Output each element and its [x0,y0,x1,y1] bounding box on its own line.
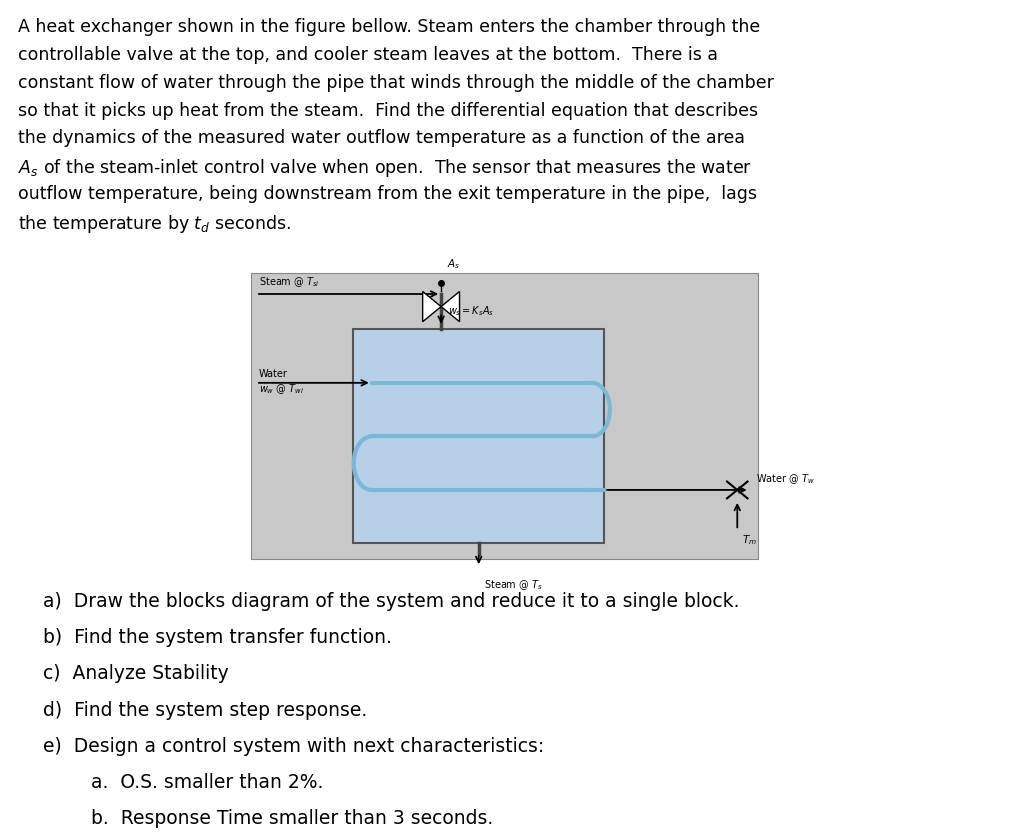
Text: Water: Water [259,369,288,379]
Polygon shape [423,291,441,322]
Text: Steam @ $T_s$: Steam @ $T_s$ [483,578,543,591]
Text: a)  Draw the blocks diagram of the system and reduce it to a single block.: a) Draw the blocks diagram of the system… [43,592,739,612]
Text: $A_s$: $A_s$ [447,258,461,271]
Text: e)  Design a control system with next characteristics:: e) Design a control system with next cha… [43,737,545,756]
Text: the temperature by $t_d$ seconds.: the temperature by $t_d$ seconds. [18,213,292,234]
Text: Steam @ $T_{si}$: Steam @ $T_{si}$ [259,276,319,289]
Text: b)  Find the system transfer function.: b) Find the system transfer function. [43,628,392,648]
Text: d)  Find the system step response.: d) Find the system step response. [43,701,368,720]
Text: outflow temperature, being downstream from the exit temperature in the pipe,  la: outflow temperature, being downstream fr… [18,185,758,202]
Text: c)  Analyze Stability: c) Analyze Stability [43,664,228,684]
Text: $w_w$ @ $T_{wi}$: $w_w$ @ $T_{wi}$ [259,382,304,396]
Text: $A_s$ of the steam-inlet control valve when open.  The sensor that measures the : $A_s$ of the steam-inlet control valve w… [18,157,753,179]
Polygon shape [441,291,460,322]
Text: a.  O.S. smaller than 2%.: a. O.S. smaller than 2%. [43,773,324,792]
Text: controllable valve at the top, and cooler steam leaves at the bottom.  There is : controllable valve at the top, and coole… [18,46,719,64]
Bar [251,273,758,559]
Text: Water @ $T_w$: Water @ $T_w$ [756,472,815,486]
Text: the dynamics of the measured water outflow temperature as a function of the area: the dynamics of the measured water outfl… [18,129,745,147]
Text: so that it picks up heat from the steam.  Find the differential equation that de: so that it picks up heat from the steam.… [18,102,759,119]
Bar [353,329,604,543]
Text: b.  Response Time smaller than 3 seconds.: b. Response Time smaller than 3 seconds. [43,809,494,828]
Text: A heat exchanger shown in the figure bellow. Steam enters the chamber through th: A heat exchanger shown in the figure bel… [18,18,761,36]
Text: $T_m$: $T_m$ [742,533,758,548]
Text: $w_s = K_s A_s$: $w_s = K_s A_s$ [449,304,495,318]
Text: constant flow of water through the pipe that winds through the middle of the cha: constant flow of water through the pipe … [18,74,774,92]
